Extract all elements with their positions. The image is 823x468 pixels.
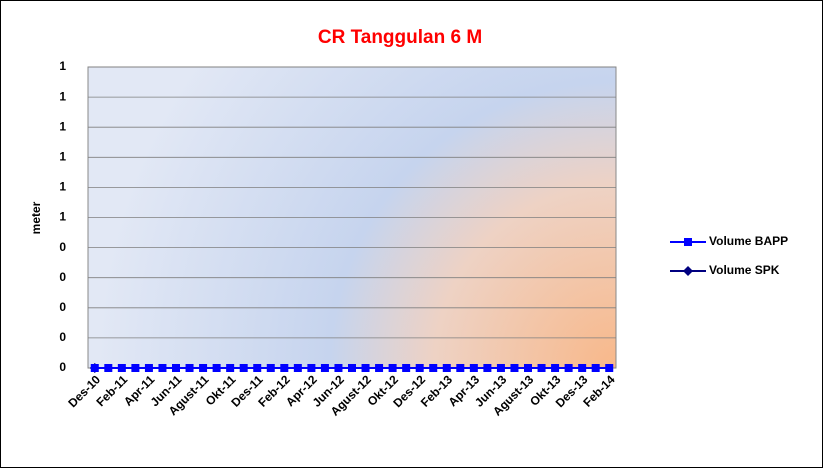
- data-point: [199, 364, 208, 372]
- data-point: [104, 364, 113, 372]
- y-tick-label: 1: [59, 119, 66, 133]
- chart-title: CR Tanggulan 6 M: [318, 27, 482, 48]
- y-tick-label: 1: [59, 210, 66, 224]
- data-point: [402, 364, 411, 372]
- data-point: [469, 364, 478, 372]
- data-point: [131, 364, 140, 372]
- data-point: [375, 364, 384, 372]
- data-point: [144, 364, 153, 372]
- data-point: [348, 364, 356, 372]
- data-point: [226, 364, 235, 372]
- data-point: [212, 364, 221, 372]
- data-point: [293, 364, 302, 372]
- data-point: [496, 364, 505, 372]
- data-point: [591, 364, 600, 372]
- data-point: [172, 364, 180, 372]
- data-point: [320, 364, 329, 372]
- data-point: [388, 364, 397, 372]
- y-tick-label: 1: [59, 89, 66, 103]
- data-point: [361, 364, 370, 372]
- data-point: [442, 364, 451, 372]
- data-point: [334, 364, 343, 372]
- data-point: [578, 364, 587, 372]
- data-point: [239, 364, 248, 372]
- data-point: [307, 364, 316, 372]
- y-tick-label: 0: [59, 270, 66, 284]
- legend-label: Volume BAPP: [709, 234, 788, 248]
- data-point: [185, 364, 194, 372]
- legend-label: Volume SPK: [709, 263, 780, 277]
- data-point: [524, 364, 532, 372]
- data-point: [117, 364, 126, 372]
- data-point: [483, 364, 492, 372]
- data-point: [158, 364, 167, 372]
- y-tick-label: 1: [59, 149, 66, 163]
- y-axis-label: meter: [29, 201, 43, 234]
- data-point: [510, 364, 519, 372]
- legend-marker: [684, 238, 692, 246]
- legend-marker: [683, 266, 693, 276]
- y-tick-label: 0: [59, 300, 66, 314]
- data-point: [253, 364, 262, 372]
- data-point: [456, 364, 465, 372]
- data-point: [551, 364, 560, 372]
- data-point: [605, 364, 614, 372]
- data-point: [280, 364, 289, 372]
- data-point: [266, 364, 275, 372]
- y-tick-label: 0: [59, 240, 66, 254]
- data-point: [90, 364, 99, 372]
- data-point: [537, 364, 546, 372]
- data-point: [415, 364, 424, 372]
- data-point: [429, 364, 438, 372]
- y-tick-label: 0: [59, 330, 66, 344]
- y-tick-label: 1: [59, 180, 66, 194]
- y-tick-label: 1: [59, 59, 66, 73]
- data-point: [564, 364, 573, 372]
- y-tick-label: 0: [59, 360, 66, 374]
